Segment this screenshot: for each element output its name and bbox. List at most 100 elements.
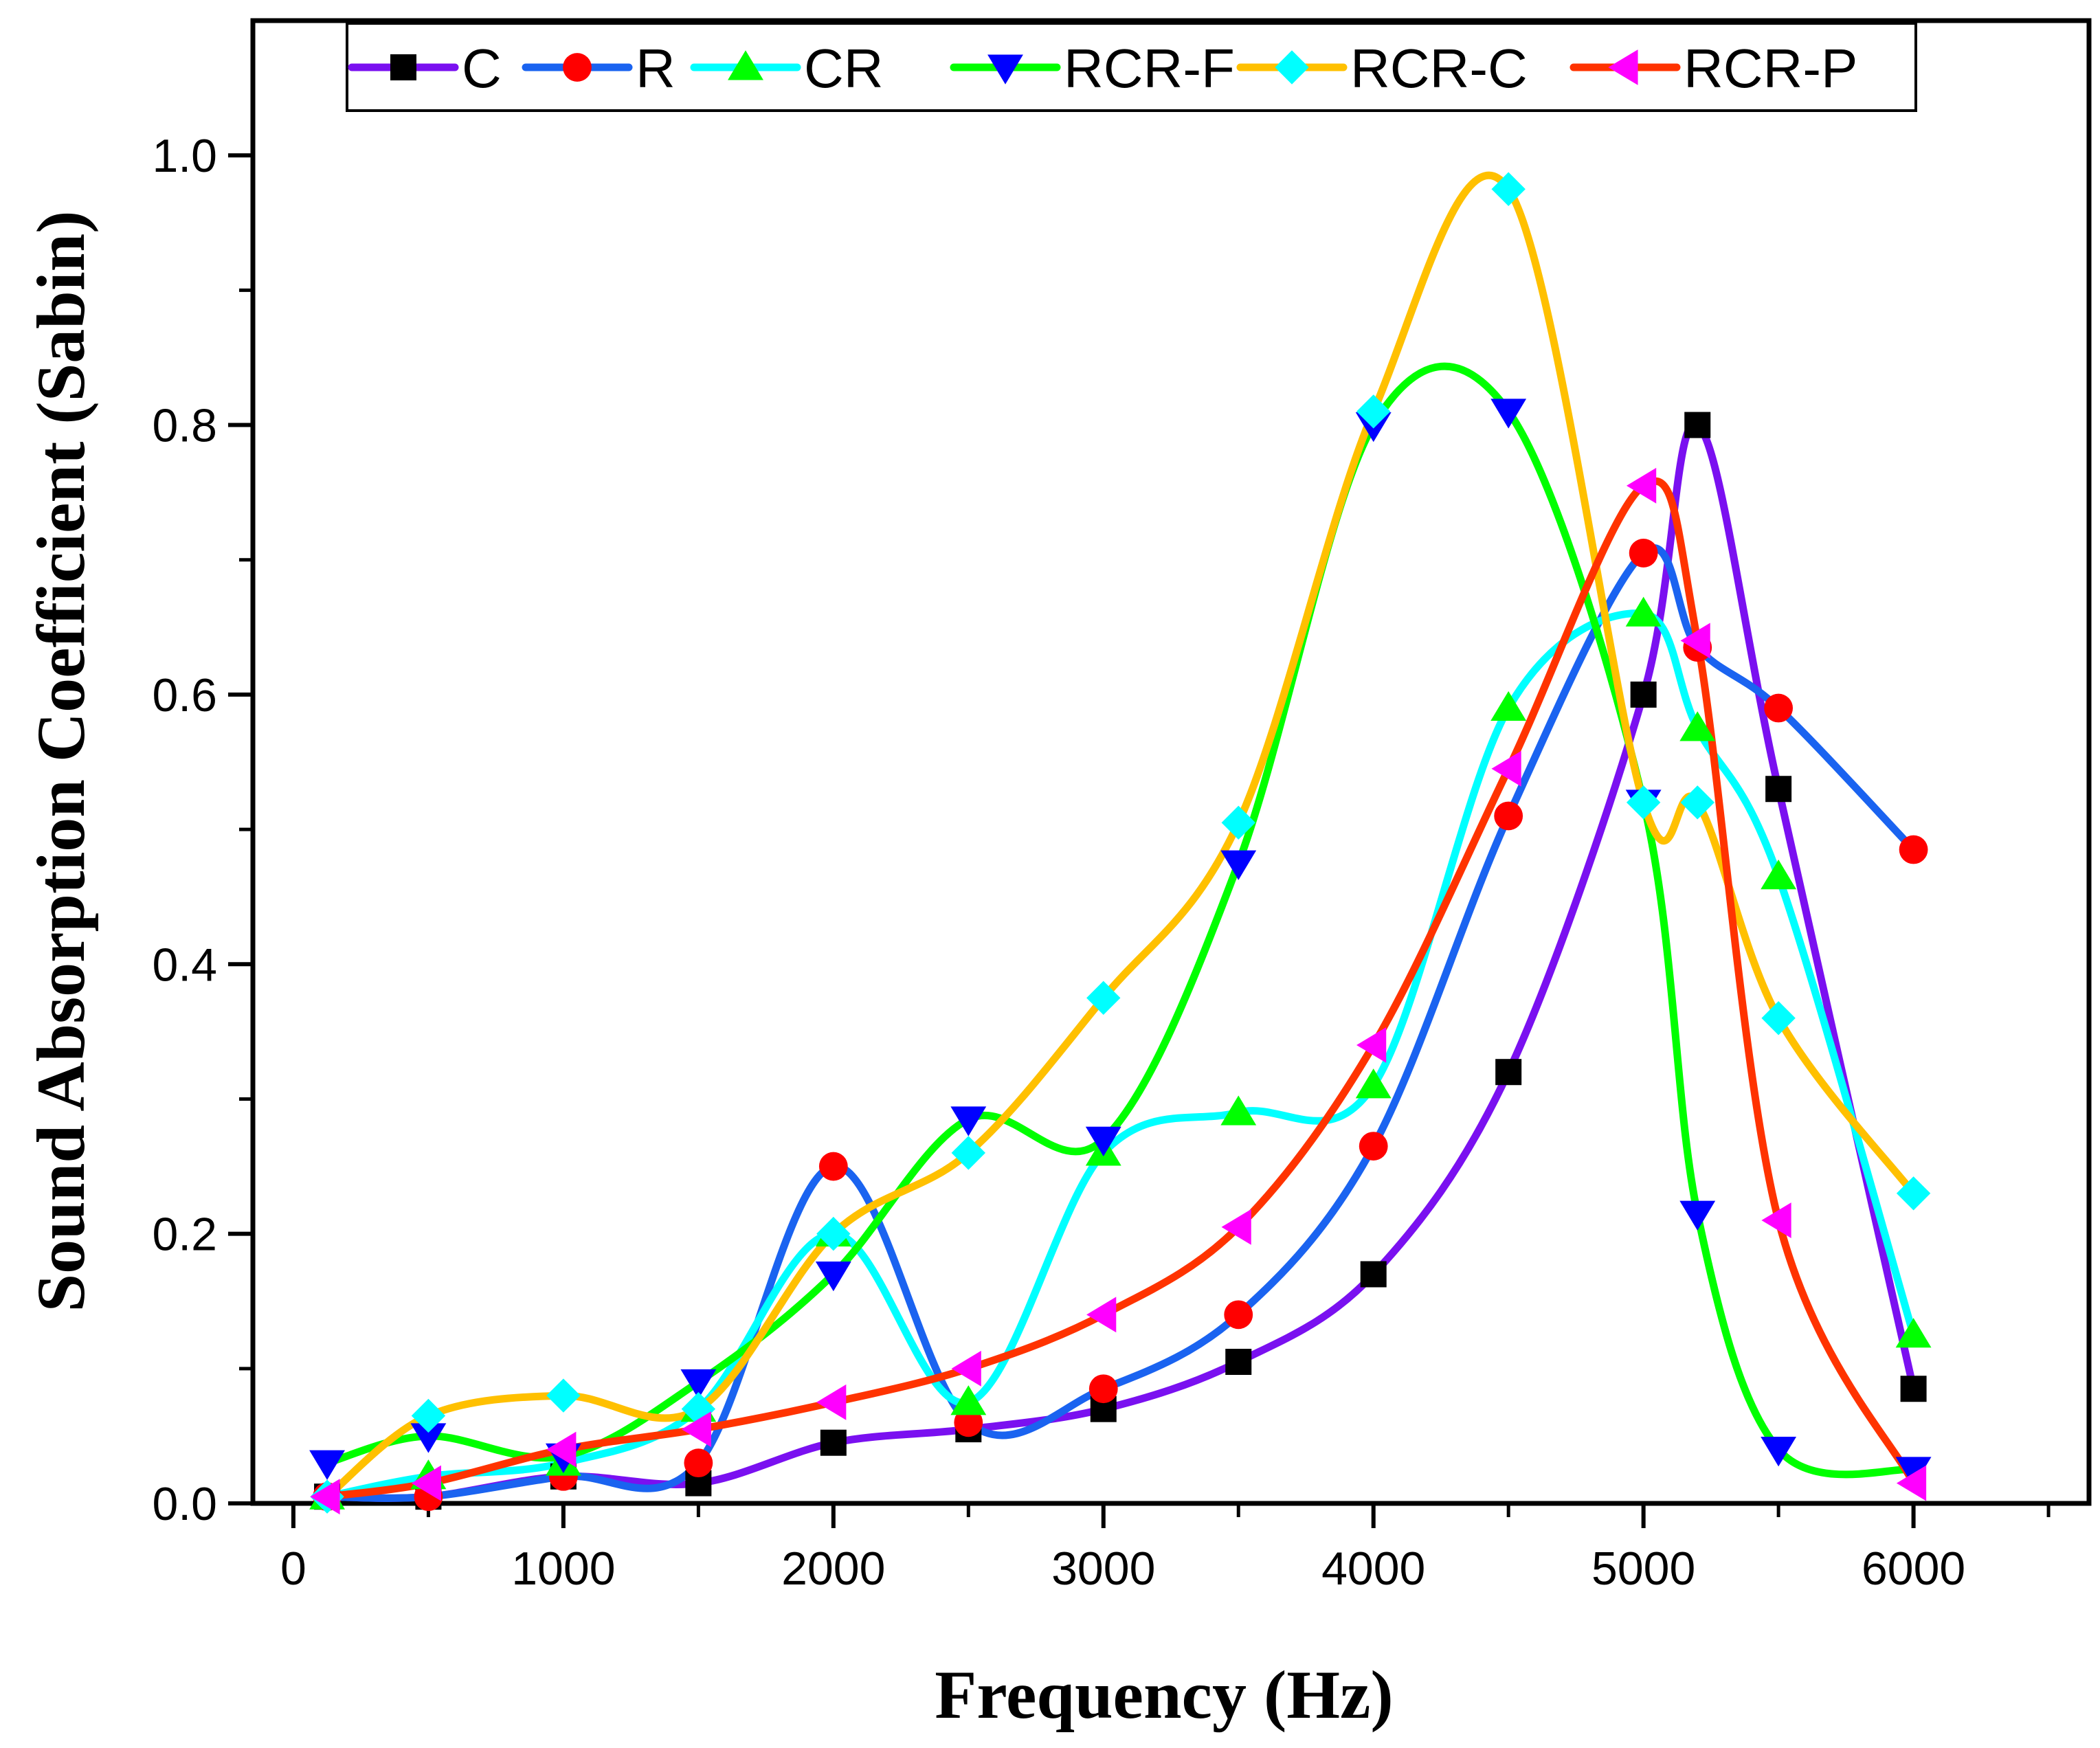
- series-line-rcr-f: [323, 362, 1918, 1479]
- data-point-r: [1494, 801, 1523, 831]
- data-point-rcr-c: [1626, 785, 1661, 820]
- x-tick-label: 6000: [1862, 1543, 1965, 1595]
- y-tick-label: 0.2: [152, 1209, 217, 1261]
- series-line-rcr-p: [323, 477, 1918, 1501]
- legend-label-r: R: [636, 38, 675, 99]
- legend-label-c: C: [462, 38, 502, 99]
- data-point-rcr-c: [1761, 1001, 1796, 1035]
- data-point-r: [1359, 1132, 1388, 1161]
- data-point-cr: [1895, 1318, 1932, 1348]
- data-point-r: [1899, 835, 1928, 864]
- data-point-rcr-p: [411, 1465, 441, 1501]
- data-point-rcr-f: [1679, 1200, 1716, 1231]
- data-point-rcr-p: [951, 1350, 981, 1387]
- data-point-rcr-c: [951, 1136, 985, 1170]
- data-point-c: [1900, 1376, 1927, 1402]
- x-tick-label: 2000: [781, 1543, 885, 1595]
- data-point-rcr-c: [1896, 1176, 1931, 1211]
- data-point-rcr-f: [410, 1423, 447, 1453]
- series-line-r: [323, 544, 1918, 1502]
- data-point-rcr-c: [1356, 394, 1391, 429]
- data-point-rcr-c: [681, 1391, 716, 1426]
- data-point-cr: [1220, 1095, 1257, 1125]
- data-point-rcr-c: [546, 1378, 581, 1413]
- data-point-rcr-c: [816, 1216, 851, 1251]
- data-point-cr: [950, 1385, 987, 1415]
- x-tick-label: 0: [280, 1543, 306, 1595]
- y-axis-title: Sound Absorption Coefficient (Sabin): [23, 210, 99, 1312]
- data-point-rcr-c: [1491, 172, 1526, 206]
- legend-marker-rcr-c: [1275, 50, 1309, 85]
- data-point-rcr-f: [309, 1450, 345, 1480]
- legend-label-rcr-c: RCR-C: [1350, 38, 1528, 99]
- data-point-rcr-p: [1680, 623, 1710, 659]
- data-point-r: [1764, 693, 1794, 723]
- x-tick-label: 5000: [1591, 1543, 1695, 1595]
- data-point-rcr-c: [1086, 981, 1121, 1016]
- data-point-rcr-f: [1761, 1437, 1797, 1467]
- data-point-r: [1629, 539, 1658, 568]
- data-point-rcr-p: [1491, 750, 1521, 787]
- legend: C R CR RCR-F RCR-C RCR-P: [346, 22, 1917, 112]
- legend-marker-rcr-f: [987, 54, 1023, 85]
- data-point-c: [1495, 1059, 1522, 1086]
- y-tick-label: 0.0: [152, 1478, 217, 1530]
- data-point-rcr-f: [1220, 850, 1257, 880]
- legend-marker-r: [563, 53, 592, 82]
- data-point-rcr-p: [681, 1411, 711, 1448]
- x-axis-title: Frequency (Hz): [935, 1657, 1393, 1733]
- y-axis: 0.0 0.2 0.4 0.6 0.8 1.0: [152, 130, 253, 1530]
- data-point-c: [1765, 776, 1792, 803]
- data-point-cr: [1761, 860, 1797, 890]
- data-point-rcr-f: [1085, 1126, 1121, 1157]
- data-point-c: [820, 1429, 847, 1456]
- plot-frame: [250, 18, 2092, 1506]
- x-tick-label: 1000: [511, 1543, 615, 1595]
- data-point-rcr-p: [1626, 467, 1657, 504]
- y-tick-label: 0.8: [152, 400, 217, 452]
- data-point-rcr-f: [680, 1369, 717, 1400]
- data-point-rcr-f: [1895, 1457, 1932, 1487]
- series-layer: [309, 172, 1932, 1515]
- data-point-c: [1630, 681, 1657, 708]
- data-point-cr: [1490, 691, 1527, 721]
- data-point-r: [1088, 1374, 1118, 1404]
- y-tick-label: 0.4: [152, 939, 217, 991]
- data-point-cr: [1679, 711, 1716, 741]
- legend-label-cr: CR: [804, 38, 884, 99]
- legend-marker-c: [390, 54, 416, 80]
- legend-marker-cr: [728, 50, 763, 80]
- data-point-rcr-f: [1490, 399, 1527, 429]
- data-point-cr: [1625, 596, 1662, 627]
- data-point-rcr-p: [816, 1384, 847, 1420]
- data-point-c: [1684, 412, 1711, 438]
- data-point-rcr-p: [310, 1479, 340, 1515]
- data-point-rcr-c: [1680, 785, 1714, 820]
- data-point-rcr-p: [546, 1431, 577, 1468]
- legend-marker-rcr-p: [1608, 49, 1638, 85]
- data-point-rcr-p: [1761, 1202, 1791, 1238]
- data-point-rcr-f: [815, 1261, 851, 1292]
- data-point-rcr-p: [1896, 1465, 1927, 1501]
- data-point-c: [1360, 1261, 1387, 1288]
- data-point-c: [1225, 1349, 1252, 1376]
- legend-label-rcr-f: RCR-F: [1064, 38, 1235, 99]
- y-tick-label: 0.6: [152, 669, 217, 721]
- x-axis: 0 1000 2000 3000 4000 5000 6000: [280, 1503, 2051, 1595]
- data-point-rcr-p: [1086, 1297, 1117, 1333]
- data-point-rcr-c: [411, 1398, 446, 1433]
- x-tick-label: 4000: [1321, 1543, 1425, 1595]
- data-point-rcr-c: [1221, 805, 1255, 840]
- data-point-r: [1224, 1300, 1253, 1330]
- data-point-r: [684, 1448, 713, 1478]
- data-point-cr: [1355, 1068, 1392, 1099]
- data-point-rcr-p: [1221, 1209, 1251, 1245]
- data-point-rcr-p: [1356, 1027, 1387, 1063]
- data-point-r: [818, 1152, 848, 1181]
- data-point-r: [954, 1408, 983, 1437]
- y-tick-label: 1.0: [152, 130, 217, 182]
- data-point-rcr-f: [950, 1106, 987, 1136]
- legend-label-rcr-p: RCR-P: [1684, 38, 1857, 99]
- x-tick-label: 3000: [1051, 1543, 1155, 1595]
